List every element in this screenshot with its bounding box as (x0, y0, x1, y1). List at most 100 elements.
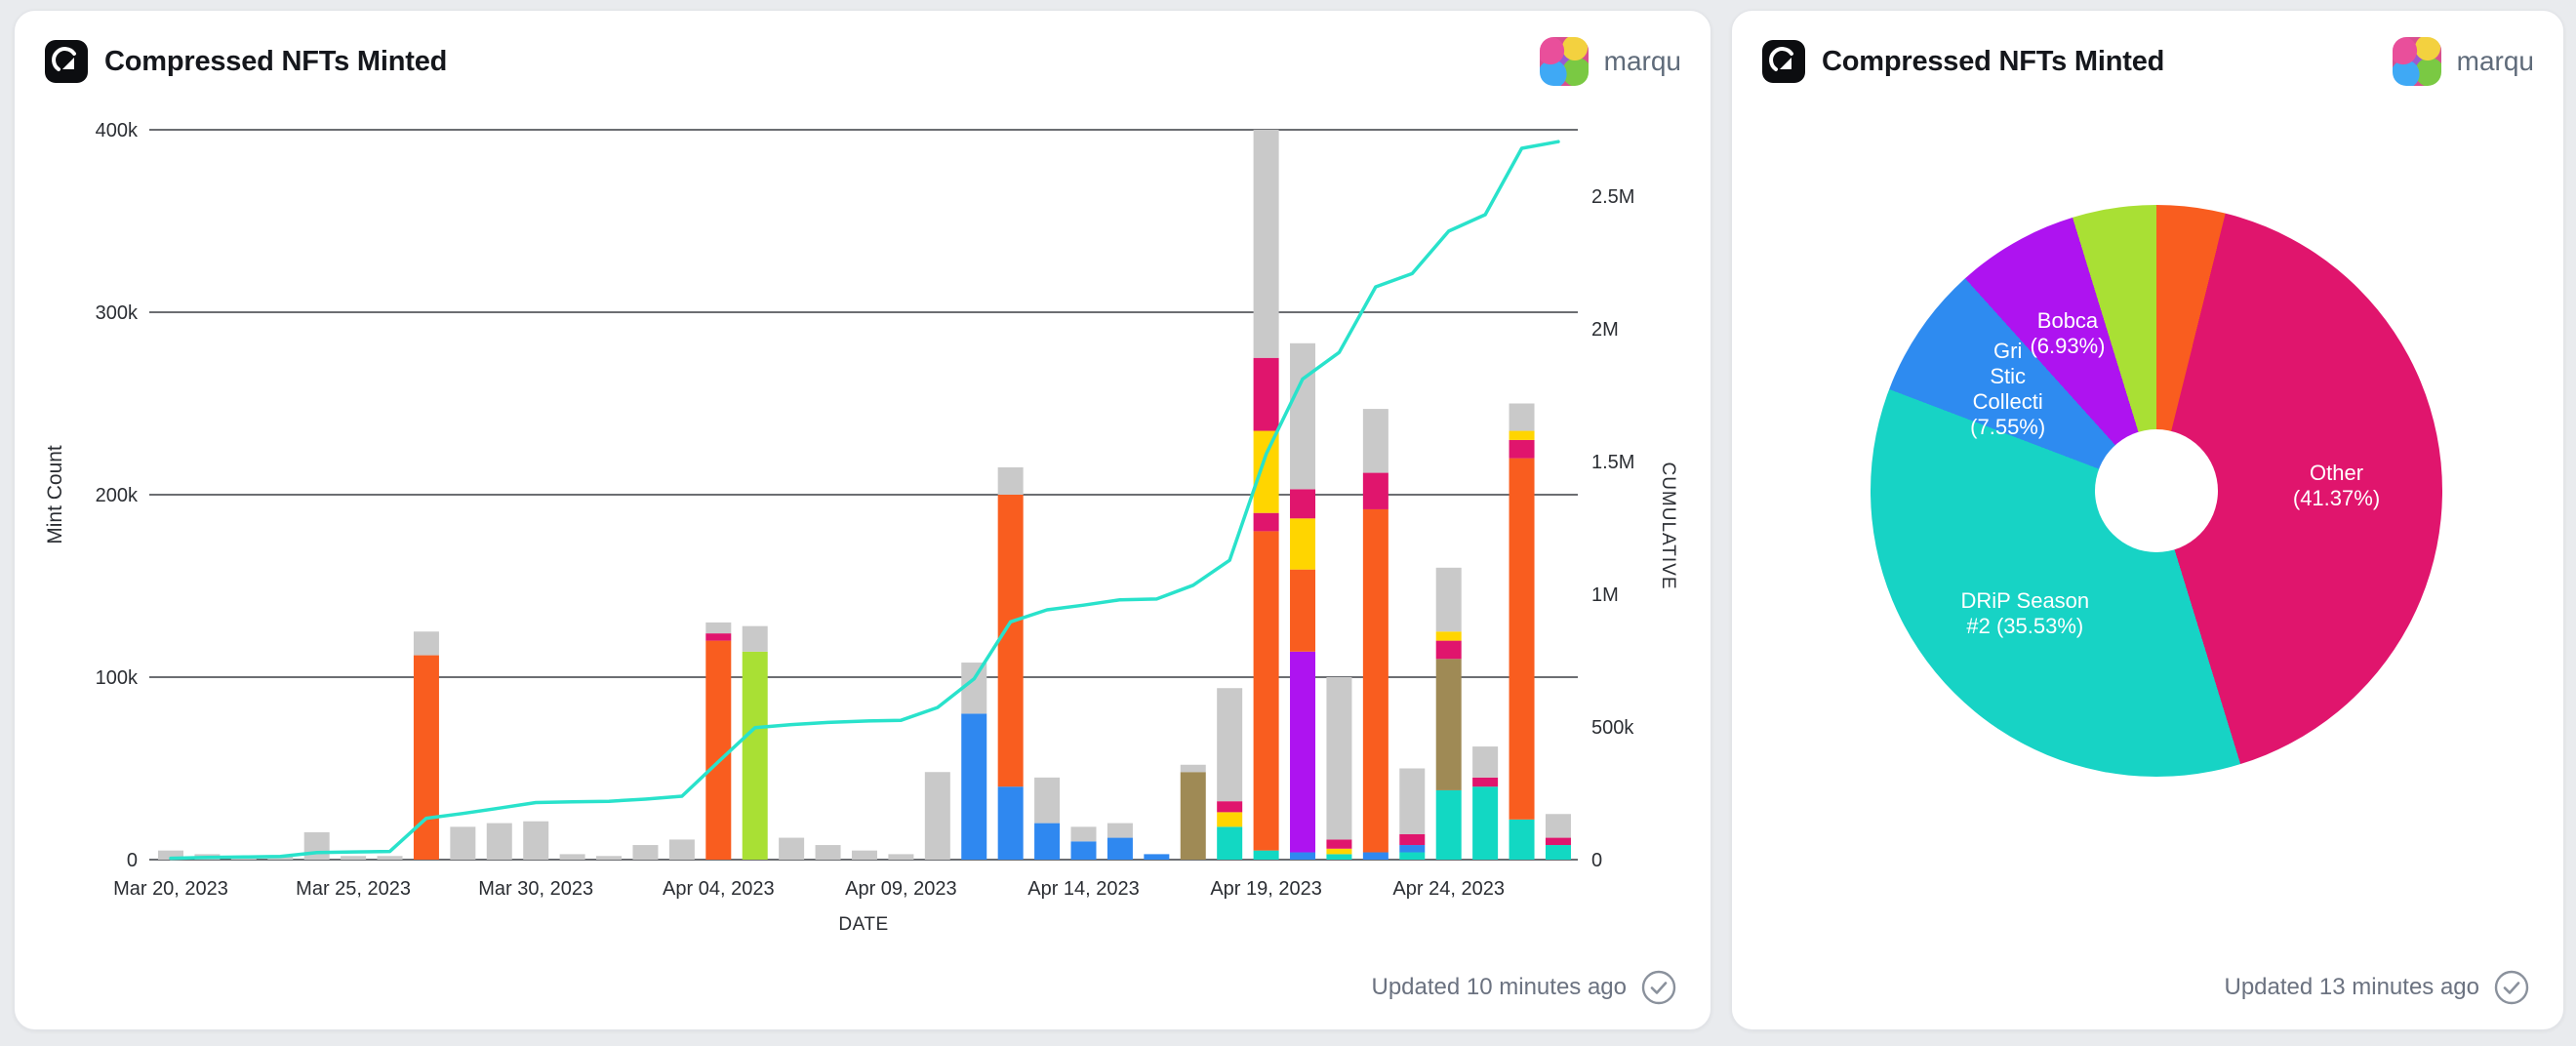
bar-segment[interactable] (1509, 439, 1535, 459)
bar-segment[interactable] (1180, 764, 1206, 773)
bar-segment[interactable] (1362, 472, 1389, 509)
bar-segment[interactable] (1326, 677, 1352, 840)
bar-segment[interactable] (341, 856, 367, 860)
bar-segment[interactable] (815, 845, 841, 860)
bar-segment[interactable] (1290, 489, 1316, 519)
bar-segment[interactable] (559, 854, 585, 860)
bar-segment[interactable] (1509, 403, 1535, 431)
bar-segment[interactable] (997, 466, 1024, 495)
bar-segment[interactable] (486, 823, 512, 860)
card-footer: Updated 13 minutes ago (2224, 969, 2530, 1006)
bar-segment[interactable] (450, 826, 476, 860)
bar-segment[interactable] (1034, 823, 1061, 860)
bar-segment[interactable] (1509, 430, 1535, 440)
bar-segment[interactable] (851, 850, 877, 860)
bar-segment[interactable] (303, 831, 330, 860)
bar-segment[interactable] (1180, 772, 1206, 860)
updated-status-text: Updated 13 minutes ago (2224, 974, 2479, 1000)
bar-segment[interactable] (377, 856, 403, 860)
bar-segment[interactable] (1435, 659, 1462, 790)
bar-segment[interactable] (596, 856, 623, 860)
bar-chart[interactable]: 0 100k 200k 300k 400k 0 500k 1M 1.5M 2M 2.5M Mar 20… (15, 11, 1711, 1029)
bar-segment[interactable] (1362, 852, 1389, 860)
pie-slice-label: Bobca (6.93%) (2030, 308, 2106, 359)
bar-segment[interactable] (742, 651, 768, 860)
app-logo-icon (45, 40, 88, 83)
bar-segment[interactable] (1290, 518, 1316, 570)
bar-segment[interactable] (523, 821, 549, 860)
bar-segment[interactable] (997, 495, 1024, 787)
bar-segment[interactable] (1509, 819, 1535, 860)
bar-segment[interactable] (1435, 631, 1462, 641)
bar-segment[interactable] (1290, 342, 1316, 490)
bar-segment[interactable] (1435, 567, 1462, 632)
bar-segment[interactable] (1034, 777, 1061, 824)
y-tick-right: 500k (1591, 717, 1634, 739)
bar-segment[interactable] (1290, 852, 1316, 860)
y-tick-right: 0 (1591, 850, 1602, 871)
user-avatar[interactable] (2392, 37, 2441, 86)
bar-segment[interactable] (1144, 854, 1170, 860)
bar-segment[interactable] (1070, 826, 1097, 842)
y-tick-right: 2.5M (1591, 186, 1634, 208)
bar-segment[interactable] (1253, 531, 1279, 851)
bar-segment[interactable] (705, 622, 732, 634)
bar-segment[interactable] (1253, 512, 1279, 532)
bar-segment[interactable] (1253, 130, 1279, 358)
bar-segment[interactable] (1253, 357, 1279, 431)
bar-segment[interactable] (1217, 812, 1243, 827)
bar-segment[interactable] (1253, 850, 1279, 860)
bar-segment[interactable] (742, 625, 768, 652)
bar-segment[interactable] (668, 839, 695, 860)
bar-segment[interactable] (997, 786, 1024, 860)
bar-segment[interactable] (1107, 823, 1133, 838)
bar-segment[interactable] (705, 640, 732, 860)
bar-segment[interactable] (888, 854, 914, 860)
bar-segment[interactable] (1472, 777, 1499, 787)
bar-segment[interactable] (1472, 786, 1499, 860)
user-name[interactable]: marqu (1603, 46, 1681, 76)
bar-segment[interactable] (1435, 640, 1462, 660)
bar-segment[interactable] (1545, 814, 1571, 838)
bar-segment[interactable] (779, 837, 805, 860)
bar-segment[interactable] (1290, 651, 1316, 853)
bar-segment[interactable] (1399, 852, 1426, 860)
bar-segment[interactable] (1472, 746, 1499, 778)
status-check-icon[interactable] (2493, 969, 2530, 1006)
bar-segment[interactable] (413, 631, 439, 656)
bar-segment[interactable] (1509, 458, 1535, 820)
bar-segment[interactable] (1435, 789, 1462, 860)
cumulative-line[interactable] (169, 140, 1560, 861)
bar-segment[interactable] (1217, 826, 1243, 860)
bar-segment[interactable] (632, 845, 659, 860)
bar-segment[interactable] (1217, 801, 1243, 813)
pie-chart-card: Compressed NFTs Minted marqu Other (41.37… (1731, 10, 2564, 1030)
bar-segment[interactable] (961, 713, 987, 860)
bar-segment[interactable] (1545, 837, 1571, 846)
bar-segment[interactable] (1326, 848, 1352, 855)
bar-segment[interactable] (924, 772, 950, 860)
bar-segment[interactable] (1070, 841, 1097, 860)
pie-donut-hole (2095, 429, 2218, 552)
bar-segment[interactable] (1290, 569, 1316, 652)
y-tick-left: 100k (96, 667, 139, 689)
bar-segment[interactable] (413, 655, 439, 860)
bar-segment[interactable] (1326, 854, 1352, 860)
bar-segment[interactable] (1326, 839, 1352, 849)
bar-segment[interactable] (1399, 845, 1426, 853)
user-name[interactable]: marqu (2456, 46, 2534, 76)
bar-segment[interactable] (1399, 833, 1426, 846)
bar-segment[interactable] (158, 850, 183, 860)
status-check-icon[interactable] (1640, 969, 1677, 1006)
bar-segment[interactable] (1362, 508, 1389, 853)
bar-segment[interactable] (1399, 768, 1426, 834)
bar-segment[interactable] (1107, 837, 1133, 860)
bar-segment[interactable] (961, 663, 987, 714)
bar-segment[interactable] (1217, 688, 1243, 802)
bar-segment[interactable] (1253, 430, 1279, 513)
bar-segment[interactable] (1545, 845, 1571, 860)
user-avatar[interactable] (1539, 37, 1589, 86)
y-axis-label-right: CUMULATIVE (1658, 462, 1678, 590)
bar-segment[interactable] (1362, 409, 1389, 473)
bar-segment[interactable] (705, 633, 732, 641)
